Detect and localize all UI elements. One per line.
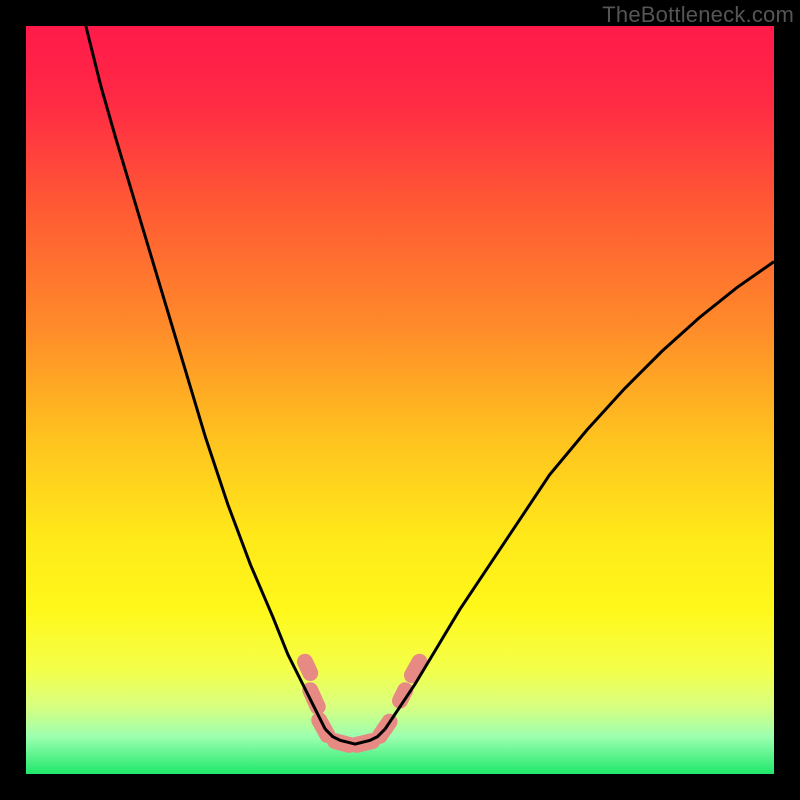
bottleneck-chart-svg — [0, 0, 800, 800]
plot-area — [26, 26, 774, 774]
chart-frame: TheBottleneck.com — [0, 0, 800, 800]
curve-marker — [305, 662, 310, 673]
watermark-text: TheBottleneck.com — [602, 2, 794, 28]
curve-marker — [412, 662, 419, 675]
gradient-background — [26, 26, 774, 774]
